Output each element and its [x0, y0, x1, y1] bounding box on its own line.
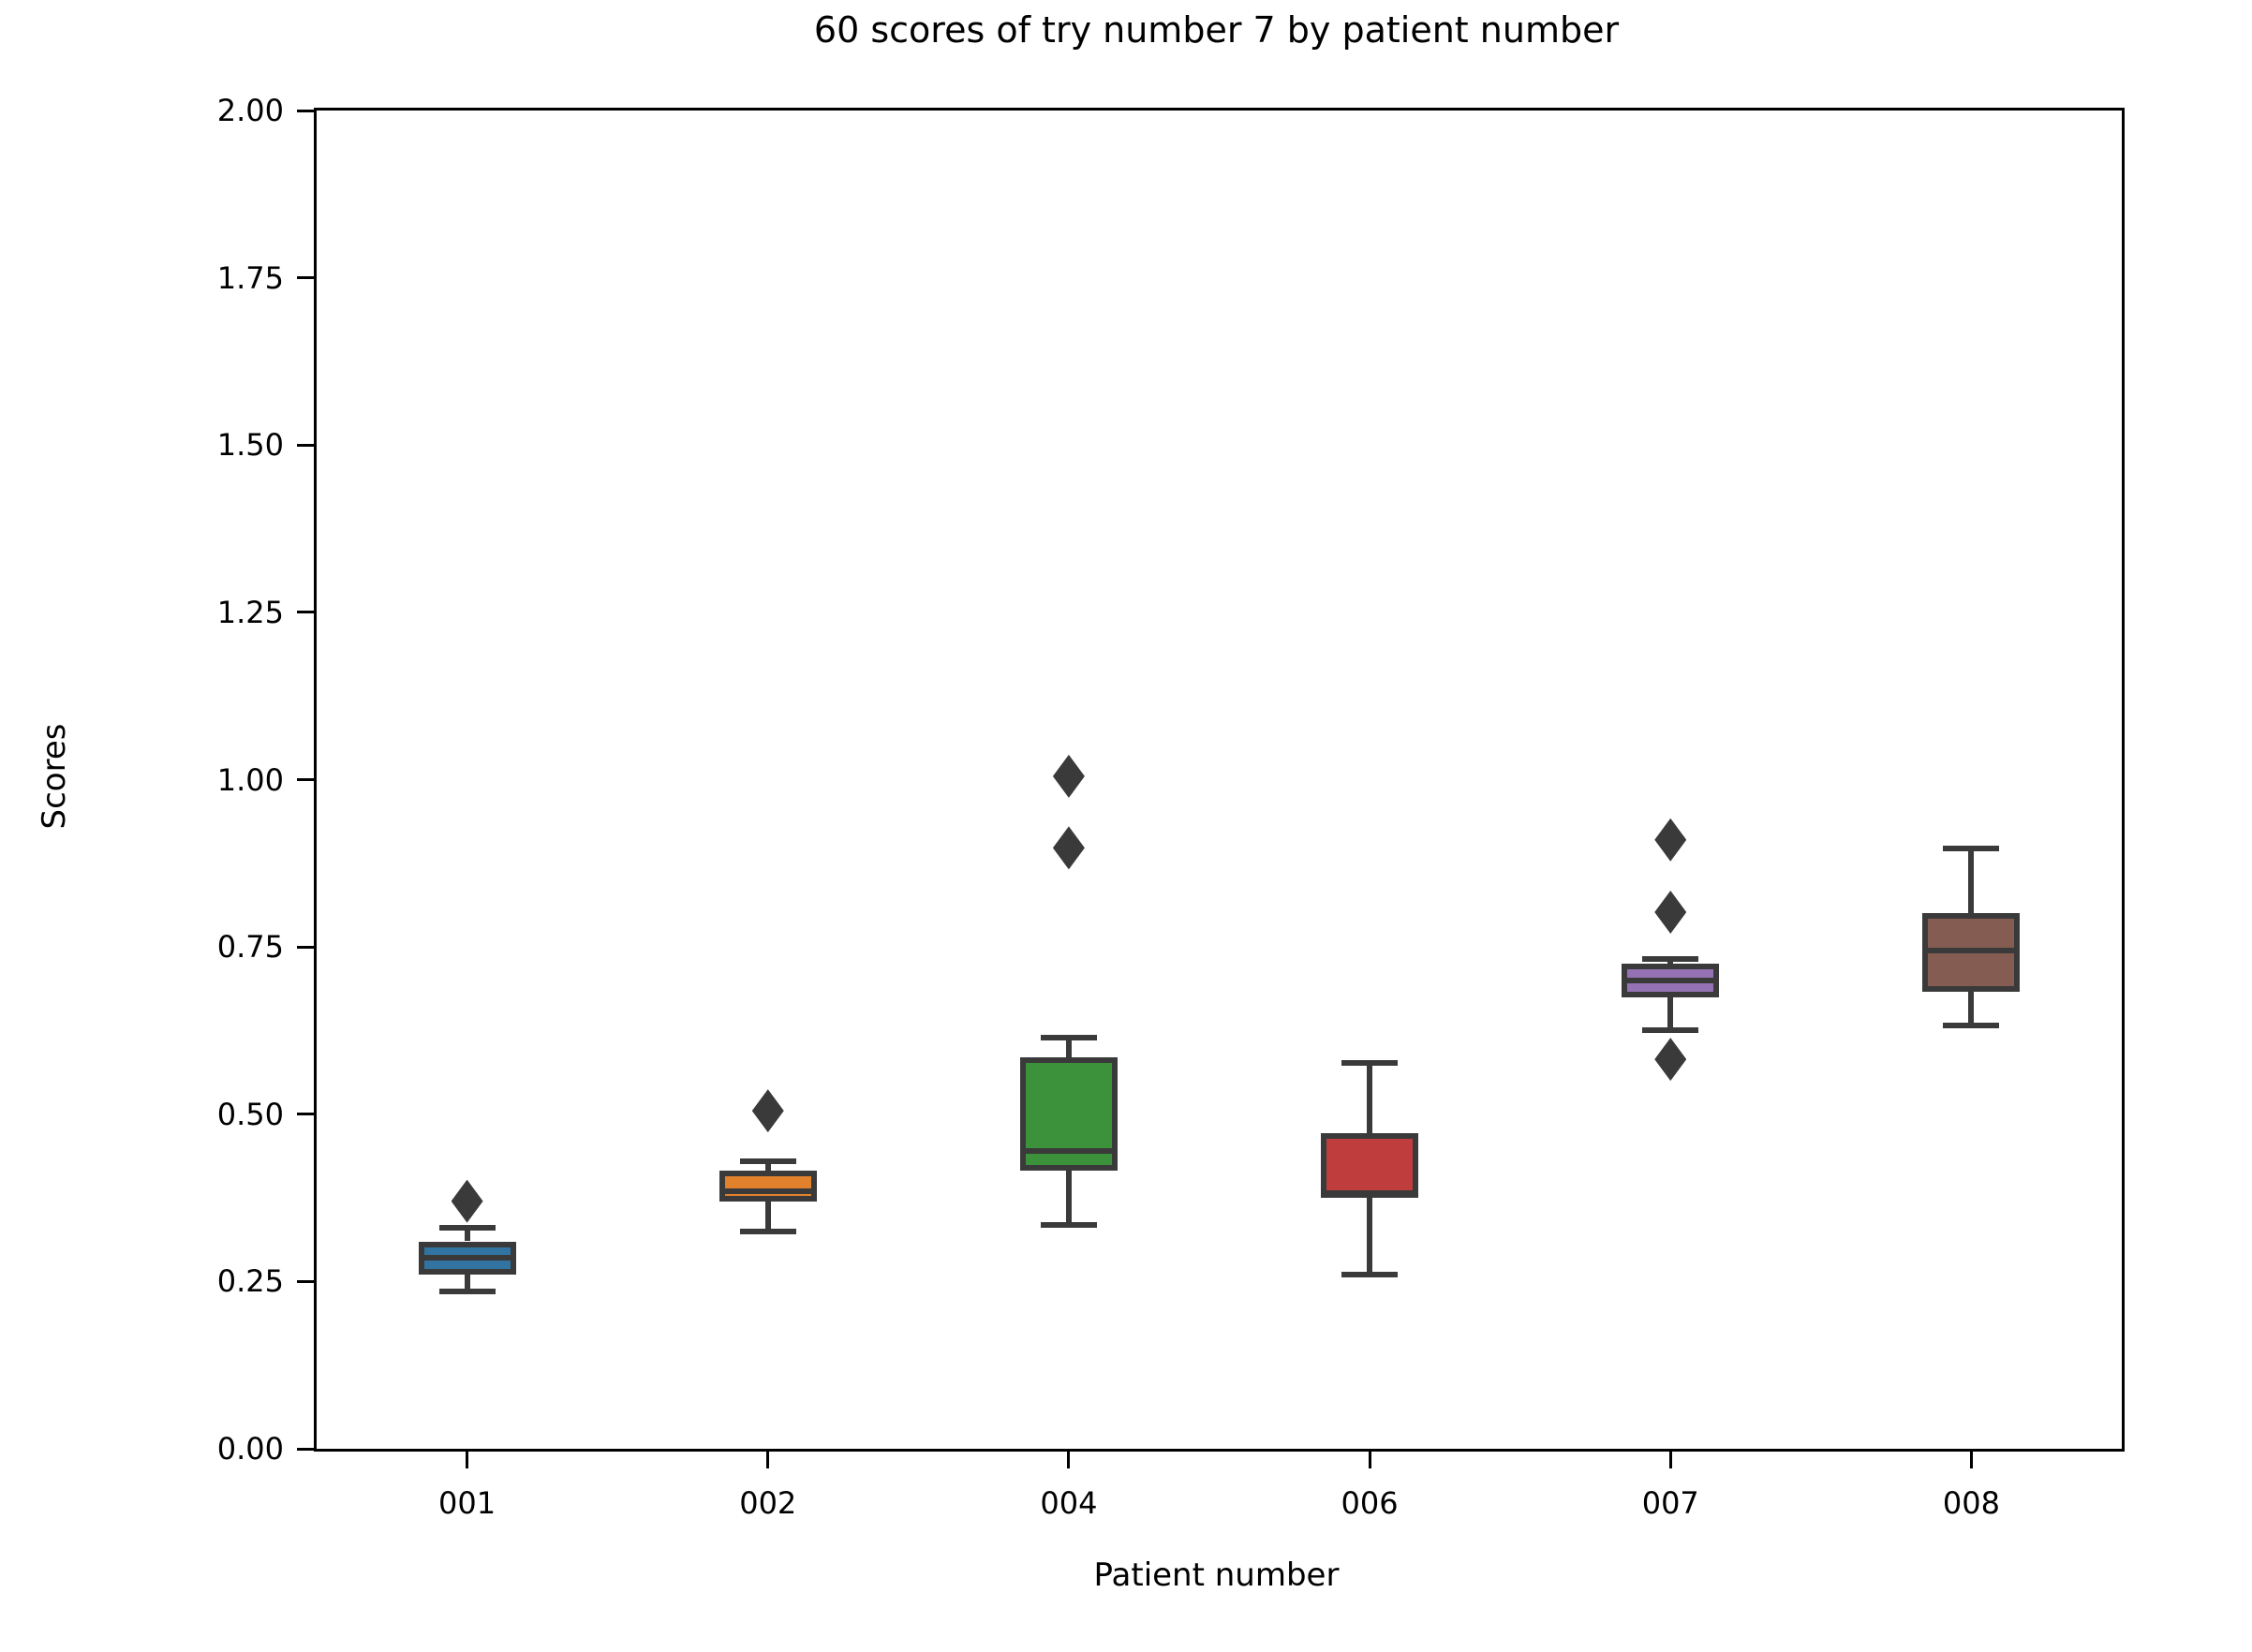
upper-whisker — [764, 1160, 771, 1172]
lower-whisker — [1667, 996, 1674, 1031]
lower-whisker-cap — [1040, 1221, 1097, 1228]
y-tick — [297, 276, 314, 280]
box-006 — [1321, 1132, 1419, 1199]
x-tick-label: 001 — [438, 1485, 496, 1521]
y-tick — [297, 778, 314, 781]
lower-whisker-cap — [1341, 1272, 1399, 1278]
y-tick-label: 2.00 — [216, 93, 284, 128]
x-tick — [1067, 1452, 1071, 1468]
median-line — [1922, 947, 2021, 953]
y-tick-label: 0.50 — [216, 1096, 284, 1132]
x-tick-label: 002 — [739, 1485, 797, 1521]
upper-whisker — [1968, 848, 1975, 914]
y-tick-label: 0.00 — [216, 1431, 284, 1467]
plot-area: 0.00 0.25 0.50 0.75 1.00 1.25 1.50 1.75 2.00 001 0… — [217, 96, 2125, 1518]
x-tick-label: 007 — [1641, 1485, 1699, 1521]
outlier-point — [751, 1089, 784, 1133]
upper-whisker-cap — [1642, 955, 1699, 962]
lower-whisker — [1968, 991, 1975, 1026]
median-line — [1622, 977, 1720, 983]
outlier-point — [451, 1179, 483, 1223]
y-tick-label: 1.50 — [216, 427, 284, 464]
upper-whisker-cap — [1341, 1059, 1399, 1066]
box-002 — [719, 1171, 817, 1202]
y-axis-label: Scores — [36, 723, 73, 830]
y-tick-label: 1.75 — [216, 259, 284, 296]
lower-whisker — [1367, 1198, 1373, 1276]
x-tick — [1668, 1452, 1672, 1468]
y-tick — [297, 1113, 314, 1116]
lower-whisker — [464, 1275, 470, 1292]
upper-whisker-cap — [1040, 1034, 1097, 1040]
y-tick — [297, 1279, 314, 1283]
median-line — [418, 1255, 516, 1261]
lower-whisker-cap — [438, 1289, 496, 1295]
x-tick-label: 006 — [1341, 1485, 1399, 1521]
outlier-point — [1654, 890, 1687, 934]
outlier-point — [1052, 754, 1085, 798]
upper-whisker — [1065, 1037, 1072, 1057]
upper-whisker — [1367, 1062, 1373, 1133]
upper-whisker-cap — [1943, 846, 2000, 852]
y-tick — [297, 109, 314, 112]
outlier-point — [1654, 818, 1687, 862]
upper-whisker-cap — [438, 1225, 496, 1232]
x-tick-label: 004 — [1040, 1485, 1098, 1521]
x-tick — [1969, 1452, 1973, 1468]
y-tick — [297, 945, 314, 949]
y-tick-label: 1.00 — [216, 761, 284, 798]
x-tick — [1368, 1452, 1371, 1468]
box-004 — [1019, 1057, 1118, 1172]
chart-title: 60 scores of try number 7 by patient num… — [813, 9, 1620, 51]
outlier-point — [1654, 1038, 1687, 1082]
y-tick-label: 1.25 — [216, 594, 284, 630]
median-line — [1019, 1148, 1118, 1155]
median-line — [1321, 1190, 1419, 1197]
lower-whisker-cap — [1642, 1027, 1699, 1034]
y-tick — [297, 1447, 314, 1451]
x-tick-label: 008 — [1942, 1485, 2000, 1521]
median-line — [719, 1187, 817, 1194]
lower-whisker-cap — [1943, 1023, 2000, 1029]
y-tick — [297, 443, 314, 447]
upper-whisker-cap — [739, 1158, 796, 1164]
y-tick-label: 0.75 — [216, 929, 284, 966]
outlier-point — [1052, 826, 1085, 870]
y-tick-label: 0.25 — [216, 1263, 284, 1300]
upper-whisker — [464, 1228, 470, 1242]
lower-whisker — [1065, 1171, 1072, 1225]
x-axis-label: Patient number — [1093, 1556, 1340, 1594]
lower-whisker — [764, 1201, 771, 1232]
y-tick — [297, 611, 314, 614]
lower-whisker-cap — [739, 1228, 796, 1234]
x-tick — [466, 1452, 469, 1468]
x-tick — [766, 1452, 770, 1468]
